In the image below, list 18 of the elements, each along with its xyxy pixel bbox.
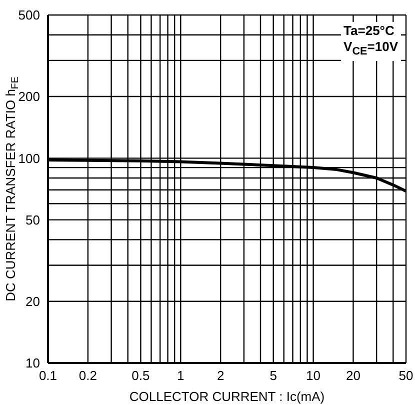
- x-tick-label: 10: [306, 368, 321, 384]
- y-tick-label: 50: [26, 212, 40, 228]
- annotation: V$_{CE}$=10V: [344, 39, 398, 60]
- x-tick-label: 2: [216, 368, 224, 384]
- y-tick-label: 200: [18, 89, 40, 104]
- x-axis-title: COLLECTOR CURRENT : Ic(mA): [129, 389, 325, 404]
- x-tick-label: 0.5: [132, 368, 150, 384]
- y-tick-label: 10: [26, 356, 40, 371]
- x-tick-label: 0.2: [78, 368, 97, 384]
- y-tick-label: 100: [18, 150, 40, 166]
- y-tick-label: 500: [18, 8, 40, 23]
- x-tick-label: 5: [270, 368, 277, 384]
- y-tick-label: 20: [26, 294, 40, 309]
- x-tick-label: 50: [398, 368, 414, 384]
- x-tick-label: 0.1: [38, 368, 58, 384]
- x-tick-label: 20: [346, 368, 360, 384]
- annotation: Ta=25°C: [344, 23, 396, 39]
- x-tick-label: 1: [177, 368, 184, 384]
